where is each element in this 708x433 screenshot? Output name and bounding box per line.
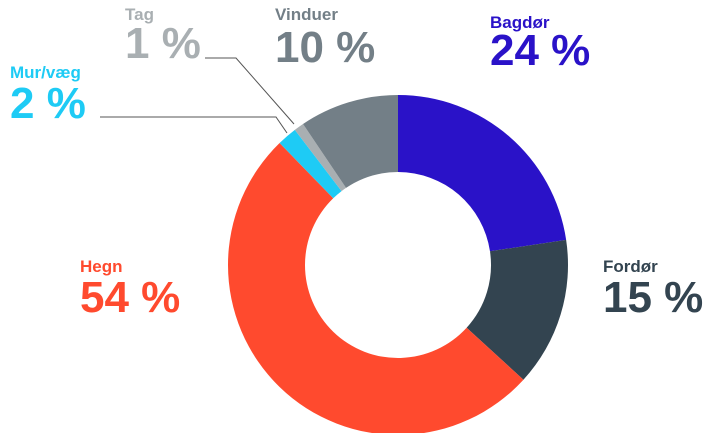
donut-slice: [398, 95, 567, 252]
slice-value-label: 24 %: [490, 26, 590, 75]
slice-name: Mur/væg: [10, 63, 81, 82]
leader-line: [100, 116, 288, 134]
slice-name: Tag: [125, 5, 154, 24]
donut-slice: [466, 239, 568, 380]
slice-name: Bagdør: [490, 13, 550, 32]
slice-value-label: 2 %: [10, 79, 86, 128]
slice-value-label: 10 %: [275, 23, 375, 72]
donut-slice: [228, 143, 524, 433]
slice-value-label: 15 %: [603, 273, 703, 322]
slice-name: Hegn: [80, 257, 123, 276]
leader-line: [205, 57, 295, 125]
donut-slice: [303, 95, 398, 188]
donut-slice: [279, 129, 342, 199]
slice-value-label: 1 %: [125, 19, 201, 68]
slice-value-label: 54 %: [80, 273, 180, 322]
donut-slice: [294, 124, 347, 192]
slice-name: Fordør: [603, 257, 658, 276]
slice-name: Vinduer: [275, 5, 338, 24]
